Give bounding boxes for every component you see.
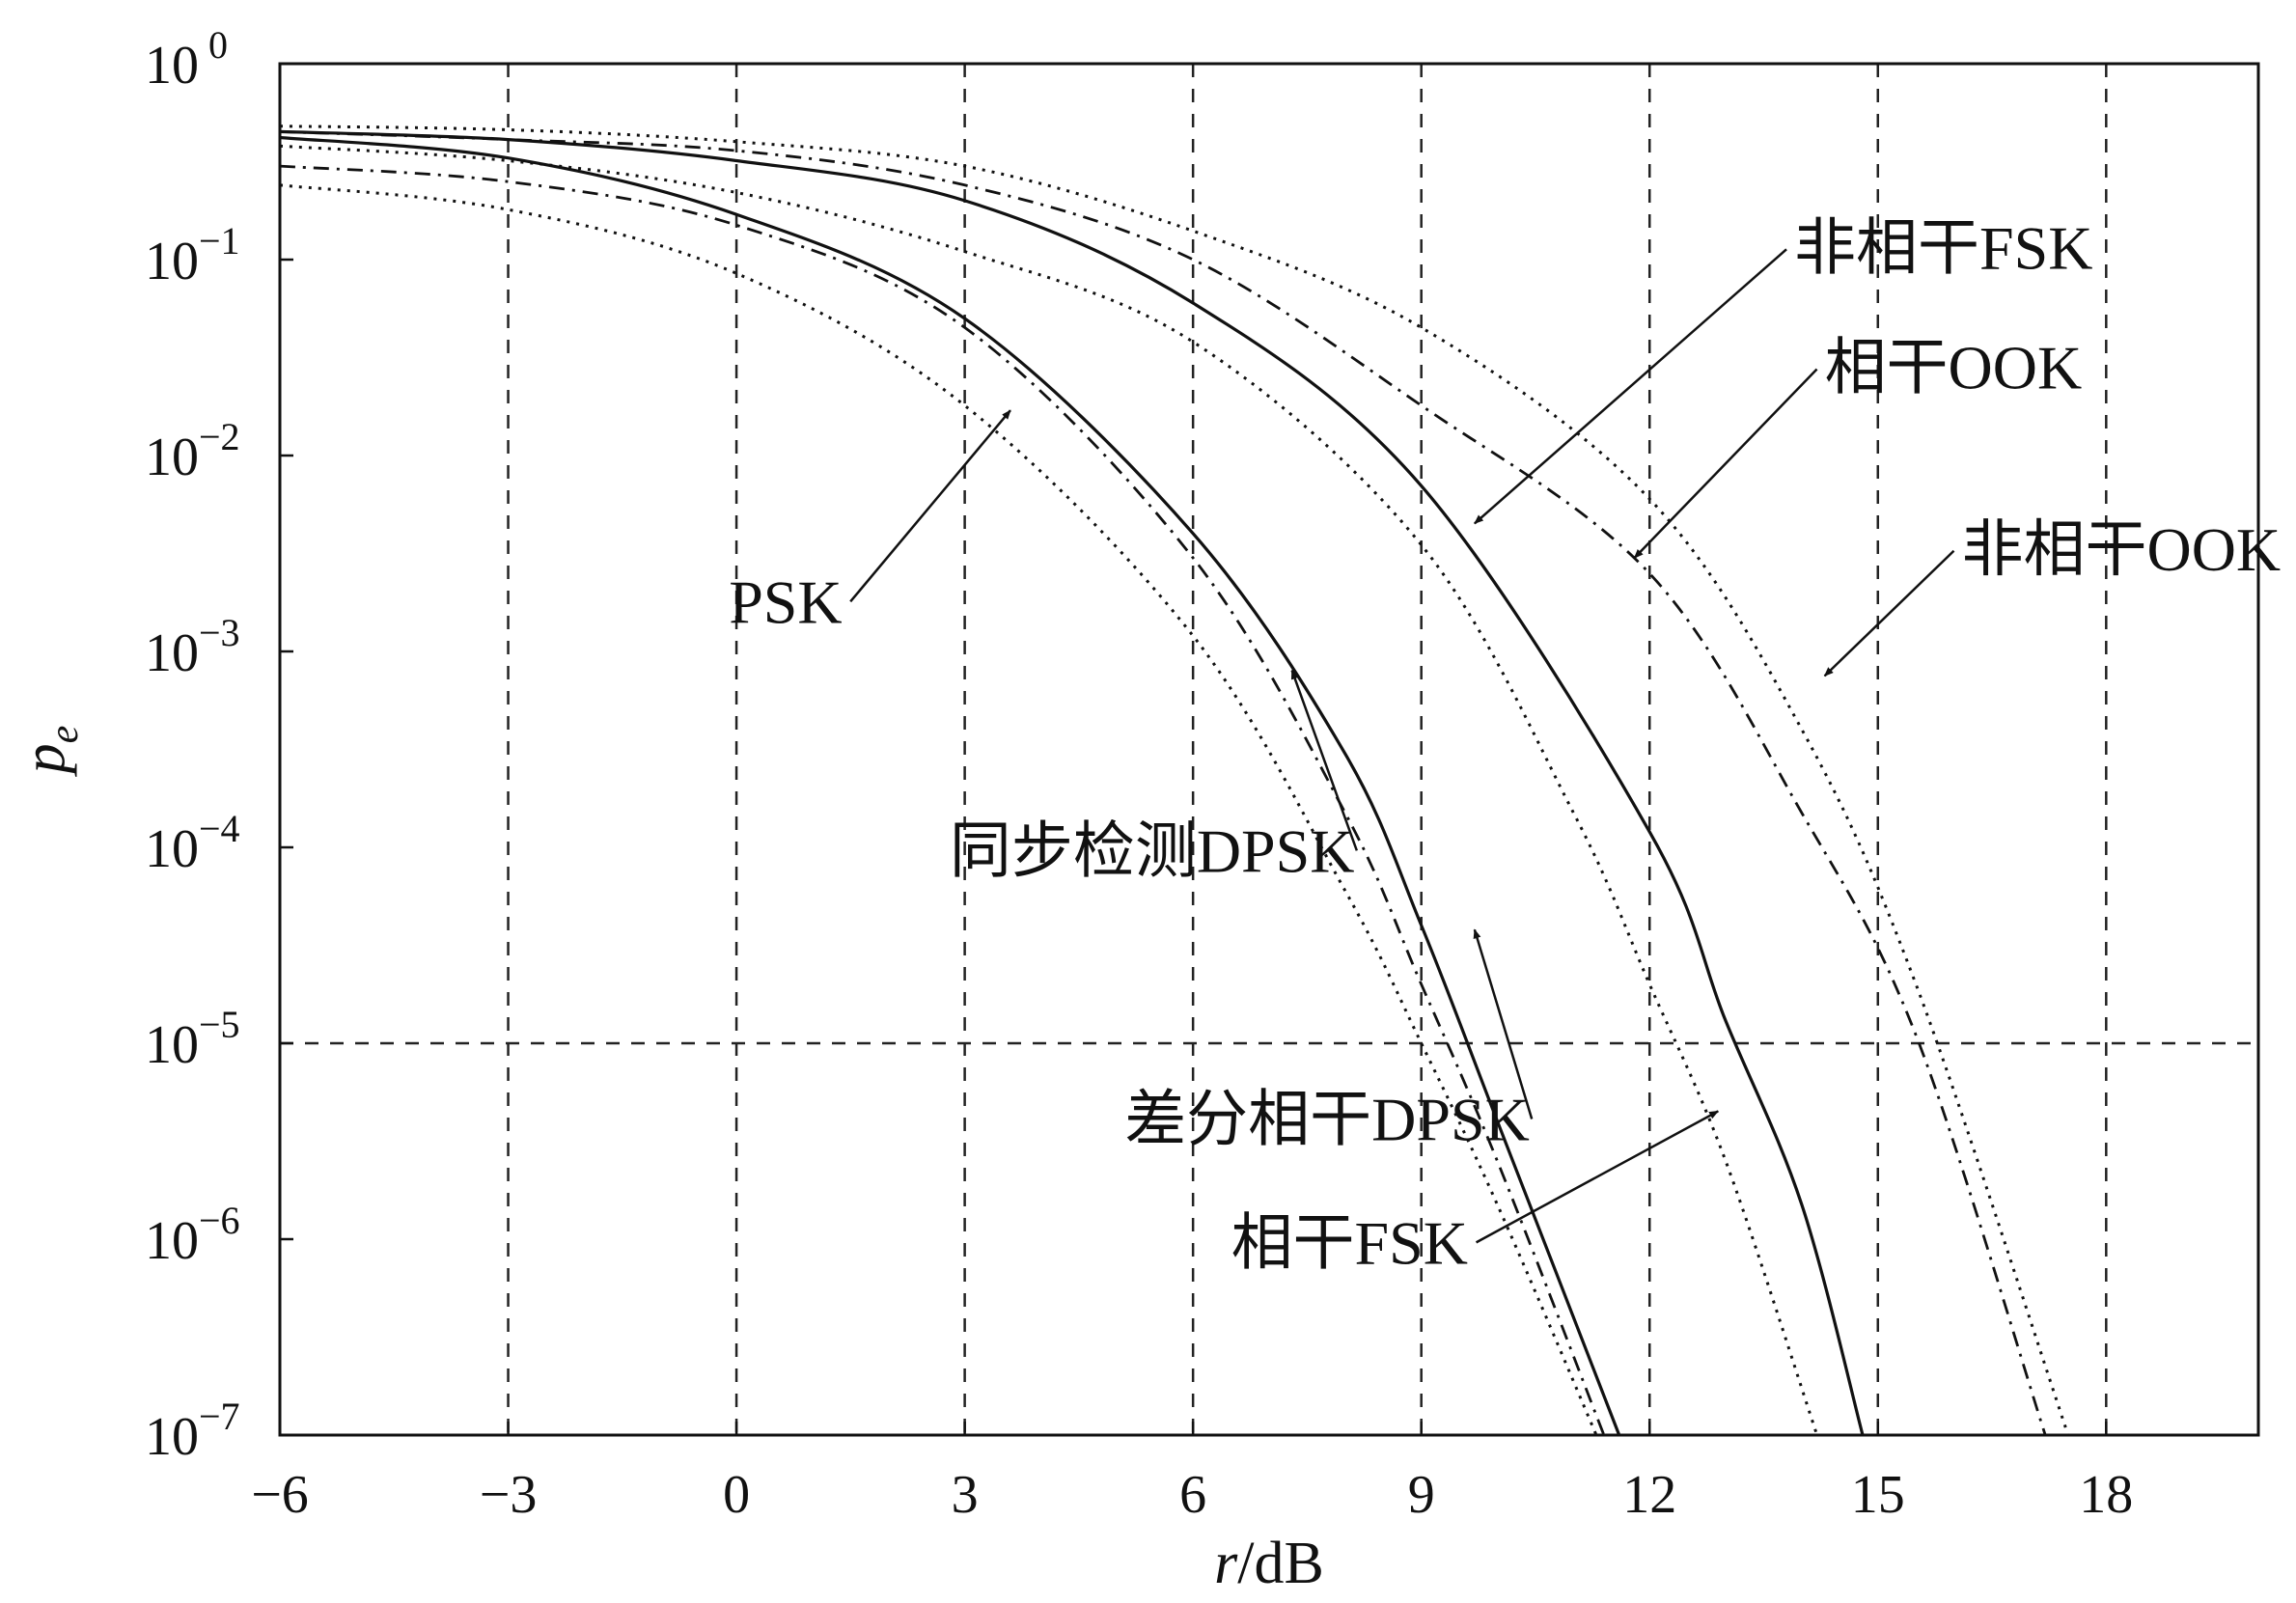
x-tick-label-5: 9 (1408, 1465, 1435, 1525)
y-tick-label-3: 10−3 (145, 611, 240, 683)
annotation-arrow-3 (1475, 1110, 1720, 1244)
x-tick-label-3: 3 (952, 1465, 979, 1525)
y-tick-label-2: 10−2 (145, 415, 240, 487)
annotation-label-5: 相干OOK (1825, 333, 2083, 401)
annotation-arrow-1 (1290, 669, 1359, 851)
series-line-3 (279, 144, 1819, 1436)
x-tick-label-7: 15 (1851, 1465, 1905, 1525)
x-tick-label-2: 0 (723, 1465, 750, 1525)
y-tick-label-1: 10−1 (145, 219, 240, 291)
grid (280, 64, 2258, 1435)
y-tick-label-7: 10−7 (145, 1395, 240, 1467)
x-ticks: −6 −3 0 3 6 9 12 15 18 (251, 1422, 2133, 1525)
plot-frame (278, 62, 2260, 1437)
series-line-2 (279, 135, 1621, 1436)
annotation-label-0: PSK (729, 567, 842, 636)
annotation-arrow-6 (1823, 549, 1955, 677)
x-tick-label-8: 18 (2079, 1465, 2133, 1525)
annotation-arrow-0 (849, 409, 1011, 603)
y-tick-label-4: 10−4 (145, 807, 240, 879)
y-tick-label-5: 10−5 (145, 1003, 240, 1075)
annotations: PSK 同步检测DPSK 差分相干DPSK 相干FSK 非相干FSK 相干OOK 非相干OO… (729, 213, 2281, 1277)
series-line-4 (279, 129, 1865, 1436)
y-ticks: 10 0 10−1 10−2 10−3 10−4 10−5 10−6 10−7 (145, 23, 293, 1467)
annotation-label-3: 相干FSK (1231, 1208, 1468, 1277)
annotation-label-4: 非相干FSK (1794, 213, 2092, 282)
annotation-arrow-2 (1473, 928, 1534, 1119)
annotation-arrow-4 (1474, 248, 1787, 525)
x-tick-label-4: 6 (1179, 1465, 1206, 1525)
annotation-arrow-5 (1633, 368, 1818, 560)
annotation-label-6: 非相干OOK (1962, 515, 2282, 584)
x-tick-label-6: 12 (1622, 1465, 1676, 1525)
x-axis-title: r/dB (1214, 1531, 1324, 1596)
annotation-label-1: 同步检测DPSK (950, 816, 1355, 885)
y-axis-title: pe (12, 726, 87, 778)
x-tick-label-0: −6 (251, 1465, 309, 1525)
y-tick-label-0: 10 0 (145, 23, 228, 96)
y-tick-label-6: 10−6 (145, 1199, 240, 1271)
x-tick-label-1: −3 (480, 1465, 538, 1525)
series-line-5 (279, 130, 2047, 1436)
annotation-label-2: 差分相干DPSK (1124, 1085, 1530, 1153)
series-line-0 (279, 183, 1598, 1436)
curves (279, 124, 2070, 1436)
series-line-1 (279, 164, 1606, 1436)
